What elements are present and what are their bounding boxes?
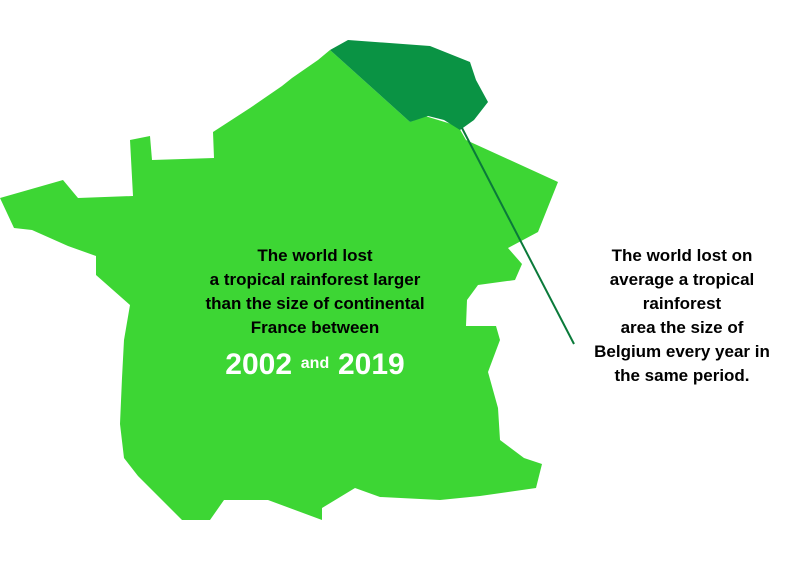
belgium-label-line: rainforest [642,294,722,313]
leader-line [461,127,575,345]
france-shape [0,50,558,520]
belgium-shape [330,40,488,130]
belgium-label: The world lost on average a tropical rai… [572,244,792,388]
belgium-label-line: The world lost on [611,246,753,265]
belgium-label-line: average a tropical [609,270,755,289]
france-label-line: a tropical rainforest larger [209,270,421,289]
year-range: 2002 and 2019 [150,348,480,387]
france-label-line: The world lost [257,246,373,265]
year-conjunction: and [300,355,330,372]
belgium-label-line: the same period. [614,366,750,385]
year-start: 2002 [225,348,293,381]
france-label-line: than the size of continental [205,294,425,313]
belgium-label-line: area the size of [620,318,744,337]
year-end: 2019 [337,348,405,381]
france-label: The world lost a tropical rainforest lar… [150,244,480,387]
france-label-line: France between [250,318,380,337]
belgium-label-line: Belgium every year in [594,342,770,361]
